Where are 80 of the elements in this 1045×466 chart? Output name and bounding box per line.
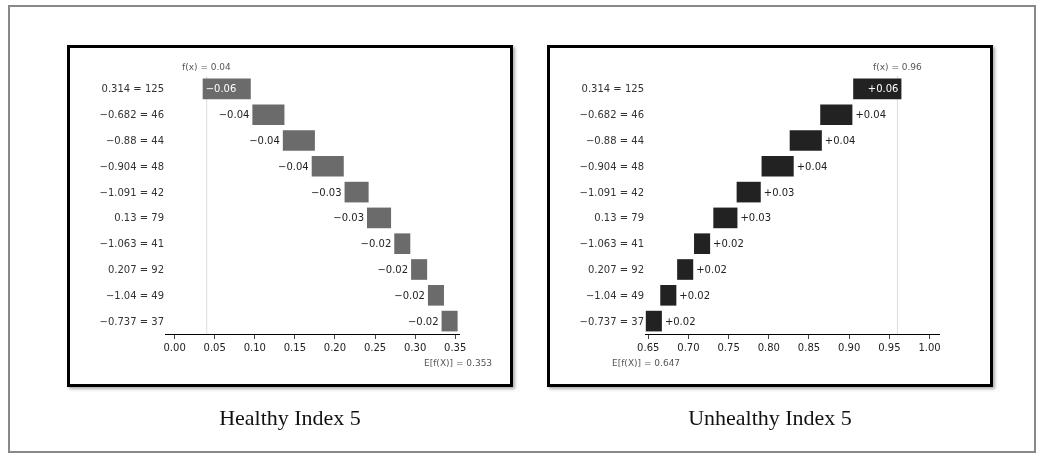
x-tick-label: 0.05 <box>203 342 226 353</box>
y-tick-label: 0.314 = 125 <box>101 83 164 95</box>
bar <box>677 259 694 280</box>
y-tick-label: 0.314 = 125 <box>581 83 644 95</box>
x-tick-label: 0.35 <box>444 342 467 353</box>
y-tick-label: −0.88 = 44 <box>105 135 164 146</box>
data-label: −0.03 <box>310 186 342 198</box>
text: Unhealthy Index 5 <box>687 405 853 431</box>
bar <box>252 104 285 126</box>
bar <box>736 181 761 203</box>
data-label: +0.03 <box>740 212 772 224</box>
y-tick-label: −0.904 = 48 <box>99 160 164 172</box>
y-tick-label: 0.13 = 79 <box>114 212 164 224</box>
data-label: −0.06 <box>205 83 237 95</box>
x-tick-label: 0.80 <box>757 342 780 353</box>
x-tick-label: 0.30 <box>403 342 427 353</box>
data-label: +0.04 <box>824 135 856 146</box>
data-label: +0.03 <box>763 186 795 198</box>
x-tick-label: 0.90 <box>838 342 861 353</box>
data-label: −0.04 <box>278 160 309 172</box>
y-tick-label: 0.207 = 92 <box>107 264 164 275</box>
bar <box>645 310 662 332</box>
data-label: +0.06 <box>867 83 899 95</box>
data-label: +0.04 <box>796 160 828 172</box>
bar <box>820 104 853 126</box>
bar <box>761 155 794 177</box>
bar <box>427 284 444 306</box>
data-label: −0.04 <box>249 135 280 146</box>
y-tick-label: −1.04 = 49 <box>585 289 644 301</box>
y-tick-label: 0.13 = 79 <box>594 212 644 224</box>
y-tick-label: 0.207 = 92 <box>587 264 644 275</box>
data-label: −0.03 <box>333 212 365 224</box>
bar <box>713 207 738 229</box>
bar <box>344 181 369 203</box>
y-tick-label: −0.904 = 48 <box>579 160 644 172</box>
ref-line-label: f(x) = 0.96 <box>873 62 923 72</box>
y-tick-label: −1.091 = 42 <box>579 186 644 198</box>
data-label: +0.02 <box>713 238 744 250</box>
text: Healthy Index 5 <box>218 405 362 431</box>
y-tick-label: −0.88 = 44 <box>585 135 644 146</box>
x-tick-label: 0.10 <box>243 342 266 353</box>
ref-line-label: f(x) = 0.04 <box>182 62 232 72</box>
bar <box>367 207 392 229</box>
text: E[f(X)] = 0.647 <box>612 358 681 368</box>
y-tick-label: −1.063 = 41 <box>579 238 644 250</box>
bar <box>311 155 344 177</box>
data-label: −0.02 <box>407 315 439 327</box>
y-tick-label: −0.682 = 46 <box>99 109 164 121</box>
y-tick-label: −0.737 = 37 <box>579 315 644 327</box>
data-label: −0.04 <box>218 109 250 121</box>
data-label: −0.02 <box>360 238 392 250</box>
x-tick-label: 0.20 <box>323 342 347 353</box>
x-tick-label: 0.15 <box>283 342 306 353</box>
x-tick-label: 0.70 <box>677 342 700 353</box>
x-tick-label: 0.00 <box>163 342 186 353</box>
bar <box>394 233 411 255</box>
data-label: +0.02 <box>664 315 696 327</box>
bar <box>441 310 458 332</box>
x-tick-label: 0.75 <box>717 342 740 353</box>
y-tick-label: −1.063 = 41 <box>99 238 164 250</box>
text: E[f(X)] = 0.353 <box>424 358 493 368</box>
x-tick-label: 1.00 <box>918 342 941 353</box>
data-label: +0.02 <box>696 264 727 275</box>
y-tick-label: −0.682 = 46 <box>579 109 644 121</box>
x-tick-label: 0.65 <box>637 342 660 353</box>
bar <box>694 233 711 255</box>
x-tick-label: 0.25 <box>363 342 387 353</box>
bar <box>660 284 677 306</box>
y-tick-label: −1.091 = 42 <box>99 186 164 198</box>
y-tick-label: −1.04 = 49 <box>105 289 164 301</box>
bar <box>282 130 315 151</box>
x-tick-label: 0.95 <box>878 342 901 353</box>
y-tick-label: −0.737 = 37 <box>99 315 164 327</box>
x-tick-label: 0.85 <box>797 342 821 353</box>
data-label: +0.04 <box>855 109 887 121</box>
data-label: −0.02 <box>394 289 425 301</box>
data-label: −0.02 <box>377 264 409 275</box>
bar <box>411 259 428 280</box>
data-label: +0.02 <box>679 289 711 301</box>
bar <box>789 130 822 151</box>
